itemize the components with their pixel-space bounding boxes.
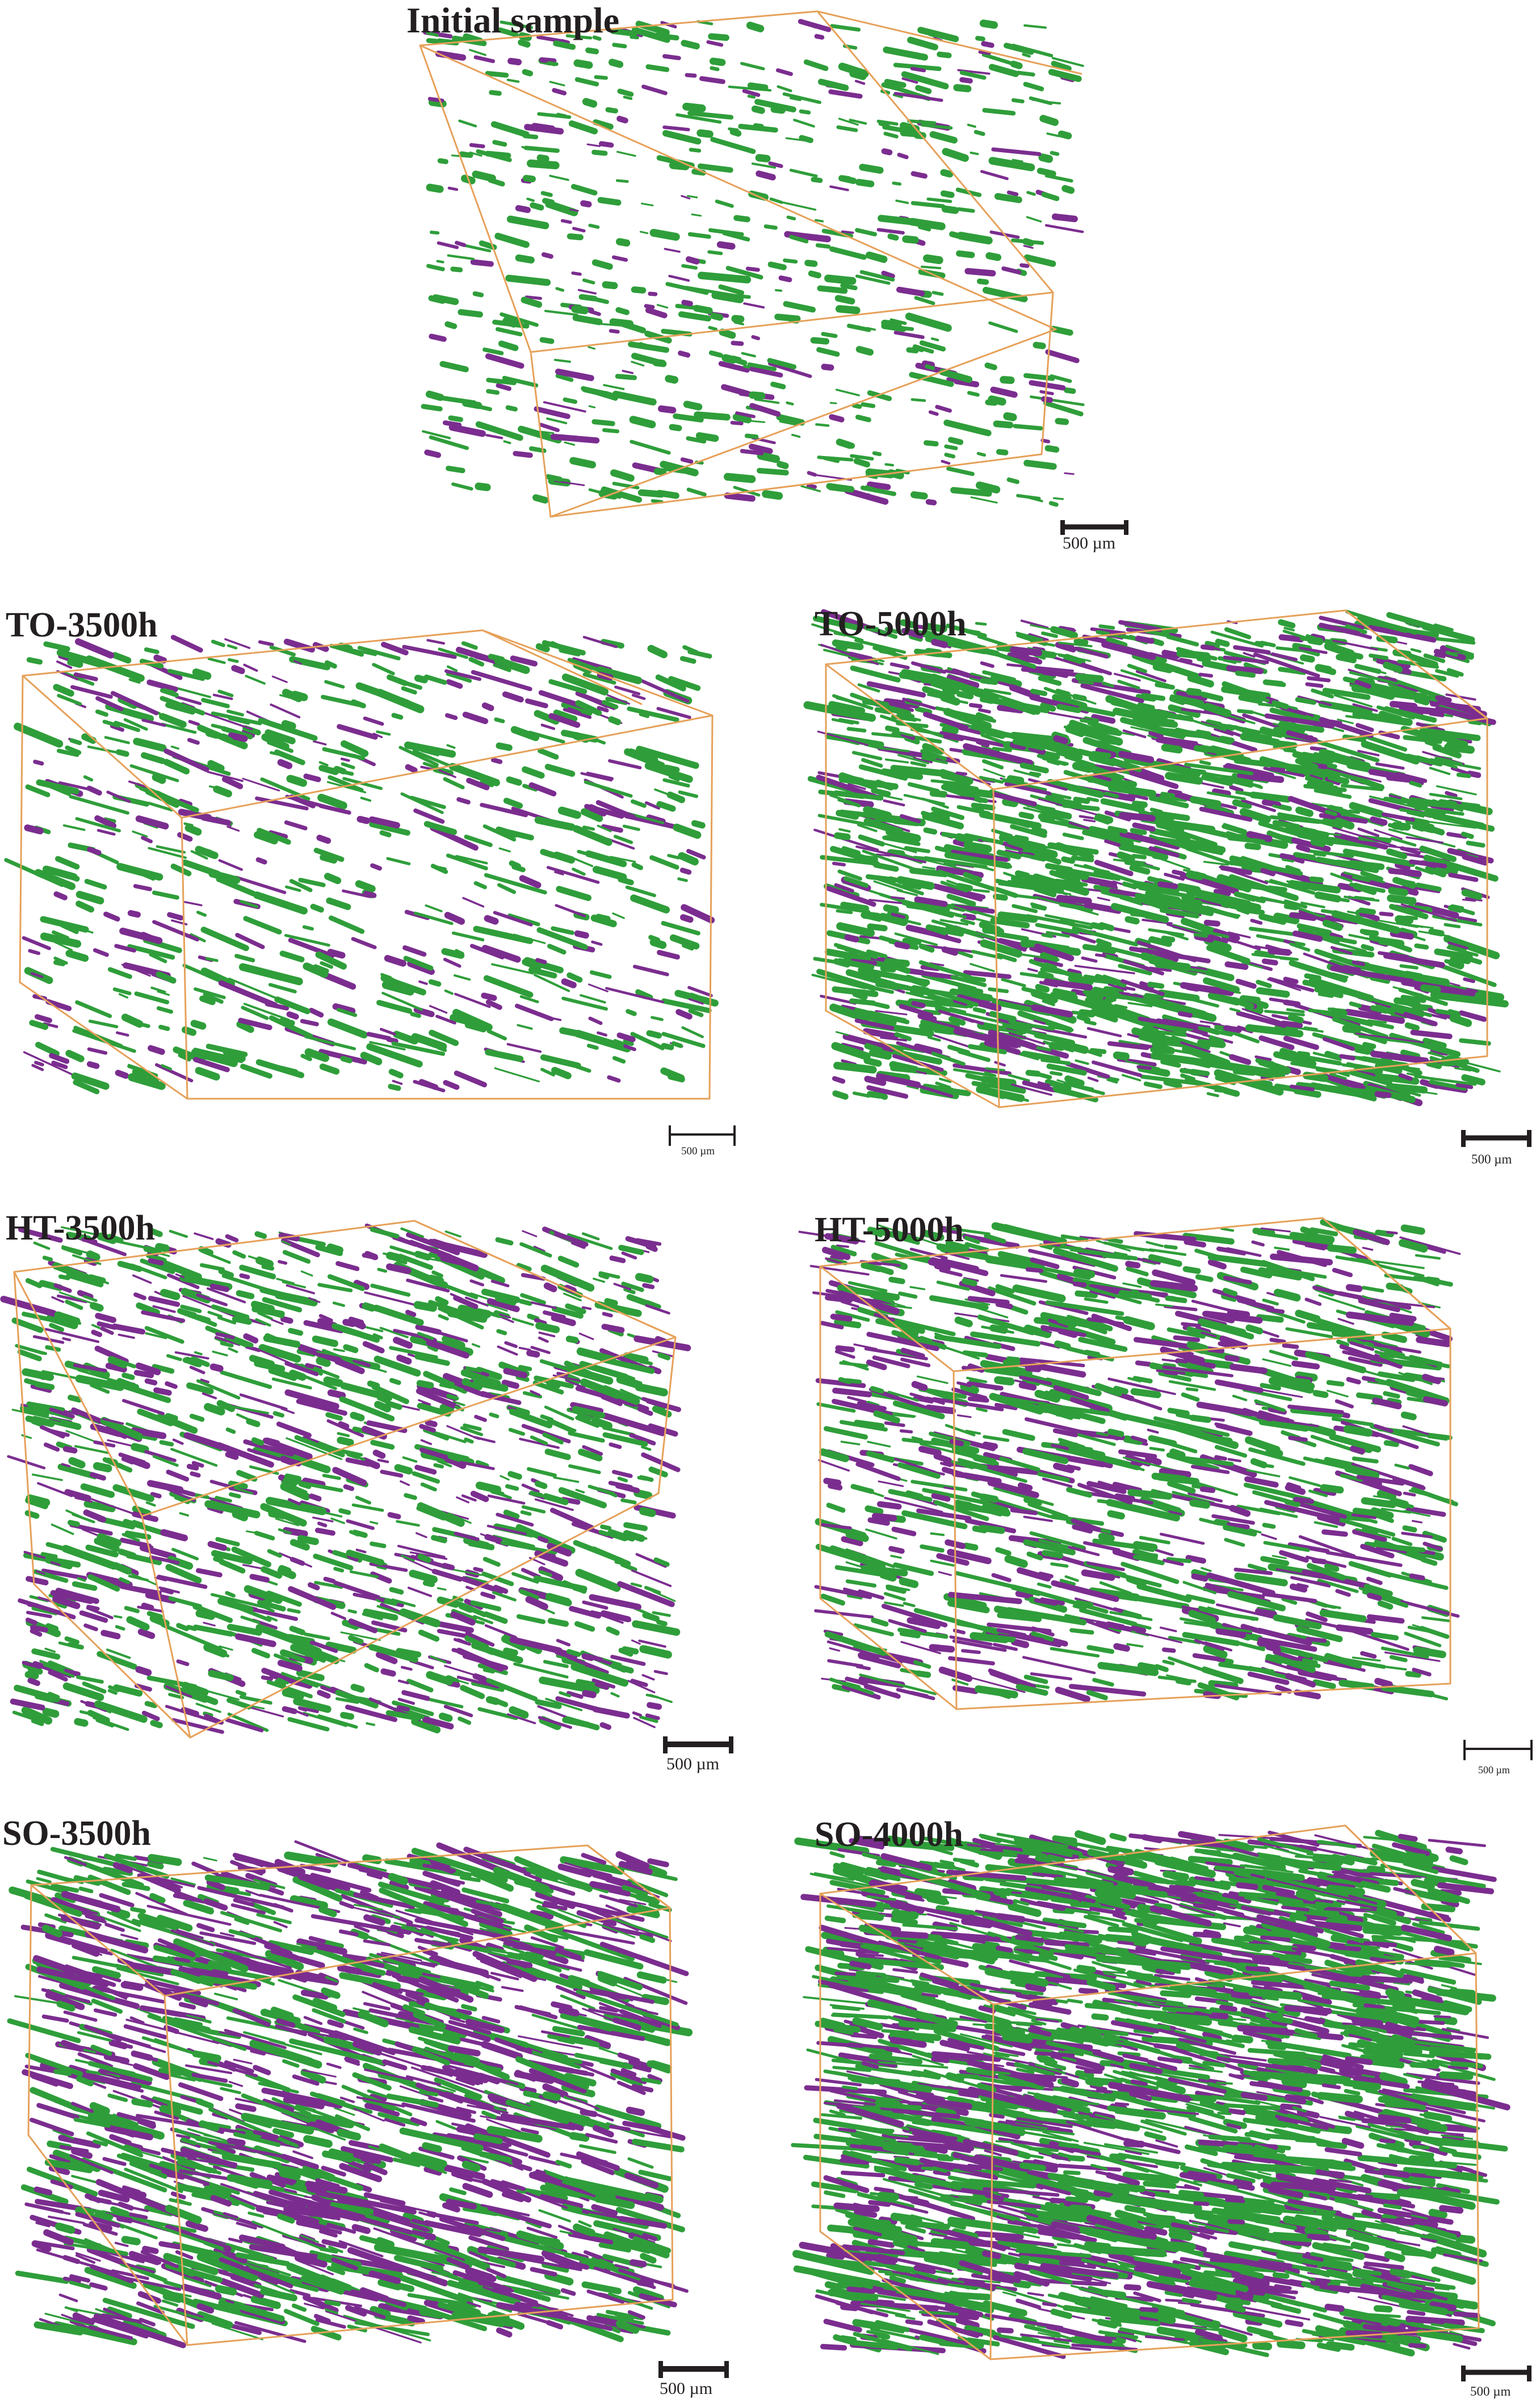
scale-bar-initial <box>1060 520 1128 537</box>
volume-so3500 <box>7 1840 693 2348</box>
panel-title-ht5000: HT-5000h <box>815 1211 964 1249</box>
scale-bar-to5000 <box>1461 1130 1533 1149</box>
volume-ht5000 <box>798 1217 1461 1710</box>
scale-label-ht3500: 500 µm <box>666 1755 720 1773</box>
volume-to3500 <box>4 629 719 1100</box>
scale-label-to3500: 500 µm <box>681 1145 715 1157</box>
panel-title-so3500: SO-3500h <box>2 1814 151 1853</box>
volume-initial <box>419 10 1085 518</box>
panel-title-so4000: SO-4000h <box>815 1815 963 1854</box>
scale-bar-ht3500 <box>663 1736 735 1756</box>
panel-title-to3500: TO-3500h <box>6 606 158 644</box>
scale-bar-so3500 <box>658 2361 730 2380</box>
scale-bar-to3500 <box>669 1125 737 1148</box>
volume-so4000 <box>791 1824 1510 2360</box>
scale-bar-ht5000 <box>1463 1740 1535 1763</box>
volume-to5000 <box>803 609 1509 1108</box>
scale-bar-so4000 <box>1461 2366 1533 2385</box>
panel-title-to5000: TO-5000h <box>815 605 967 643</box>
scale-label-so3500: 500 µm <box>660 2379 713 2398</box>
scale-label-initial: 500 µm <box>1063 534 1116 552</box>
scale-label-to5000: 500 µm <box>1471 1152 1512 1166</box>
volume-ht3500 <box>0 1220 691 1739</box>
panel-title-ht3500: HT-3500h <box>6 1209 156 1247</box>
panel-title-initial: Initial sample <box>406 0 620 40</box>
scale-label-so4000: 500 µm <box>1470 2384 1511 2398</box>
scale-label-ht5000: 500 µm <box>1478 1764 1510 1776</box>
